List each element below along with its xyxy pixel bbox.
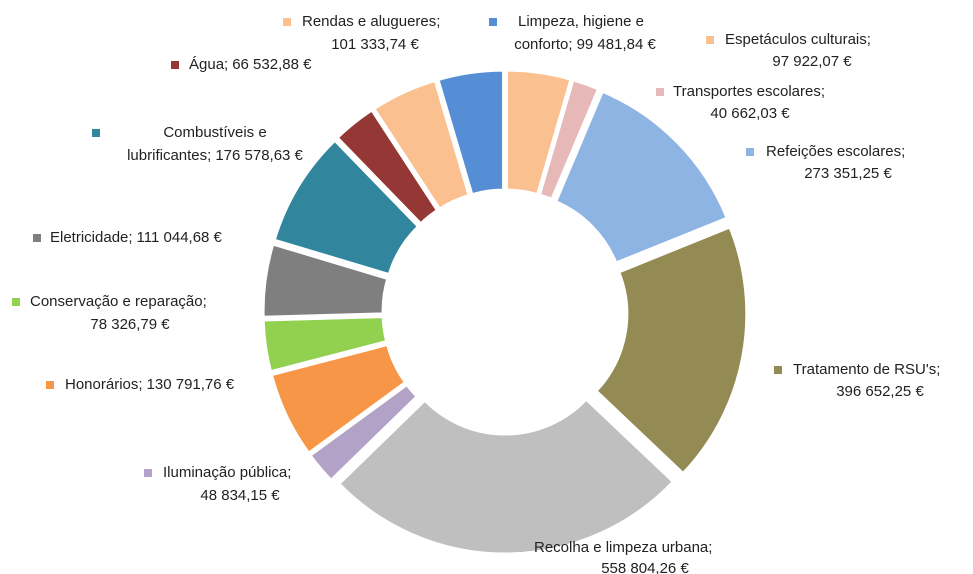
label-swatch	[283, 18, 291, 26]
data-label: Iluminação pública; 48 834,15 €	[163, 464, 291, 504]
label-swatch	[516, 544, 524, 552]
label-value: 111 044,68 €	[137, 229, 223, 246]
label-name: Recolha e limpeza urbana;	[534, 539, 712, 556]
label-swatch	[774, 366, 782, 374]
donut-slice	[537, 77, 601, 202]
data-label: Água; 66 532,88 €	[189, 56, 312, 73]
donut-slice	[261, 242, 390, 319]
label-value: 101 333,74 €	[331, 36, 419, 53]
label-value: 66 532,88 €	[232, 56, 312, 73]
label-name: Refeições escolares;	[766, 143, 905, 160]
label-value: 273 351,25 €	[804, 165, 892, 182]
label-name: Combustíveis e lubrificantes;	[127, 124, 267, 164]
donut-slice	[272, 138, 421, 277]
label-swatch	[144, 469, 152, 477]
label-name-part: Combustíveis e	[163, 124, 266, 141]
label-value: 97 922,07 €	[772, 53, 852, 70]
label-value: 40 662,03 €	[710, 105, 790, 122]
label-name: Espetáculos culturais;	[725, 31, 871, 48]
label-value: 396 652,25 €	[836, 383, 924, 400]
label-name: Água;	[189, 56, 228, 73]
label-value: 558 804,26 €	[601, 560, 689, 574]
donut-slice	[593, 225, 749, 476]
label-name: Rendas e alugueres;	[302, 13, 440, 30]
data-label: Eletricidade; 111 044,68 €	[50, 229, 223, 246]
label-value: 130 791,76 €	[147, 376, 235, 393]
label-name: Conservação e reparação;	[30, 293, 207, 310]
label-value: 99 481,84 €	[577, 36, 657, 53]
label-swatch	[656, 88, 664, 96]
label-swatch	[489, 18, 497, 26]
label-swatch	[746, 148, 754, 156]
data-label: Recolha e limpeza urbana; 558 804,26 €	[534, 539, 712, 574]
data-label: Limpeza, higiene e conforto; 99 481,84 €	[514, 13, 656, 53]
label-swatch	[12, 298, 20, 306]
label-name-part: conforto;	[514, 36, 572, 53]
label-value: 48 834,15 €	[200, 487, 280, 504]
donut-slice	[371, 78, 471, 212]
data-label: Honorários; 130 791,76 €	[65, 376, 235, 393]
donut-slice	[335, 107, 440, 226]
data-label: Espetáculos culturais; 97 922,07 €	[725, 31, 871, 70]
donut-slice	[269, 342, 408, 456]
label-name: Tratamento de RSU's;	[793, 361, 940, 378]
label-name-part: lubrificantes;	[127, 147, 211, 164]
label-name: Eletricidade;	[50, 229, 133, 246]
data-label: Combustíveis e lubrificantes; 176 578,63 €	[127, 124, 303, 164]
donut-slice	[504, 68, 573, 197]
data-label: Rendas e alugueres; 101 333,74 €	[302, 13, 440, 53]
label-swatch	[92, 129, 100, 137]
label-swatch	[171, 61, 179, 69]
label-name-part: Limpeza, higiene e	[518, 13, 644, 30]
label-name: Limpeza, higiene e conforto;	[514, 13, 644, 53]
data-label: Refeições escolares; 273 351,25 €	[766, 143, 905, 182]
label-value: 78 326,79 €	[90, 316, 170, 333]
label-swatch	[33, 234, 41, 242]
label-swatch	[46, 381, 54, 389]
data-label: Conservação e reparação; 78 326,79 €	[30, 293, 207, 333]
donut-slice	[436, 68, 506, 197]
label-swatch	[706, 36, 714, 44]
donut-slice	[336, 396, 676, 556]
label-name: Iluminação pública;	[163, 464, 291, 481]
data-label: Transportes escolares; 40 662,03 €	[673, 83, 825, 122]
label-name: Honorários;	[65, 376, 143, 393]
donut-slice	[307, 382, 420, 483]
donut-slice	[553, 89, 730, 266]
label-value: 176 578,63 €	[215, 147, 303, 164]
data-label: Tratamento de RSU's; 396 652,25 €	[793, 361, 940, 400]
donut-slice	[261, 315, 389, 374]
label-name: Transportes escolares;	[673, 83, 825, 100]
